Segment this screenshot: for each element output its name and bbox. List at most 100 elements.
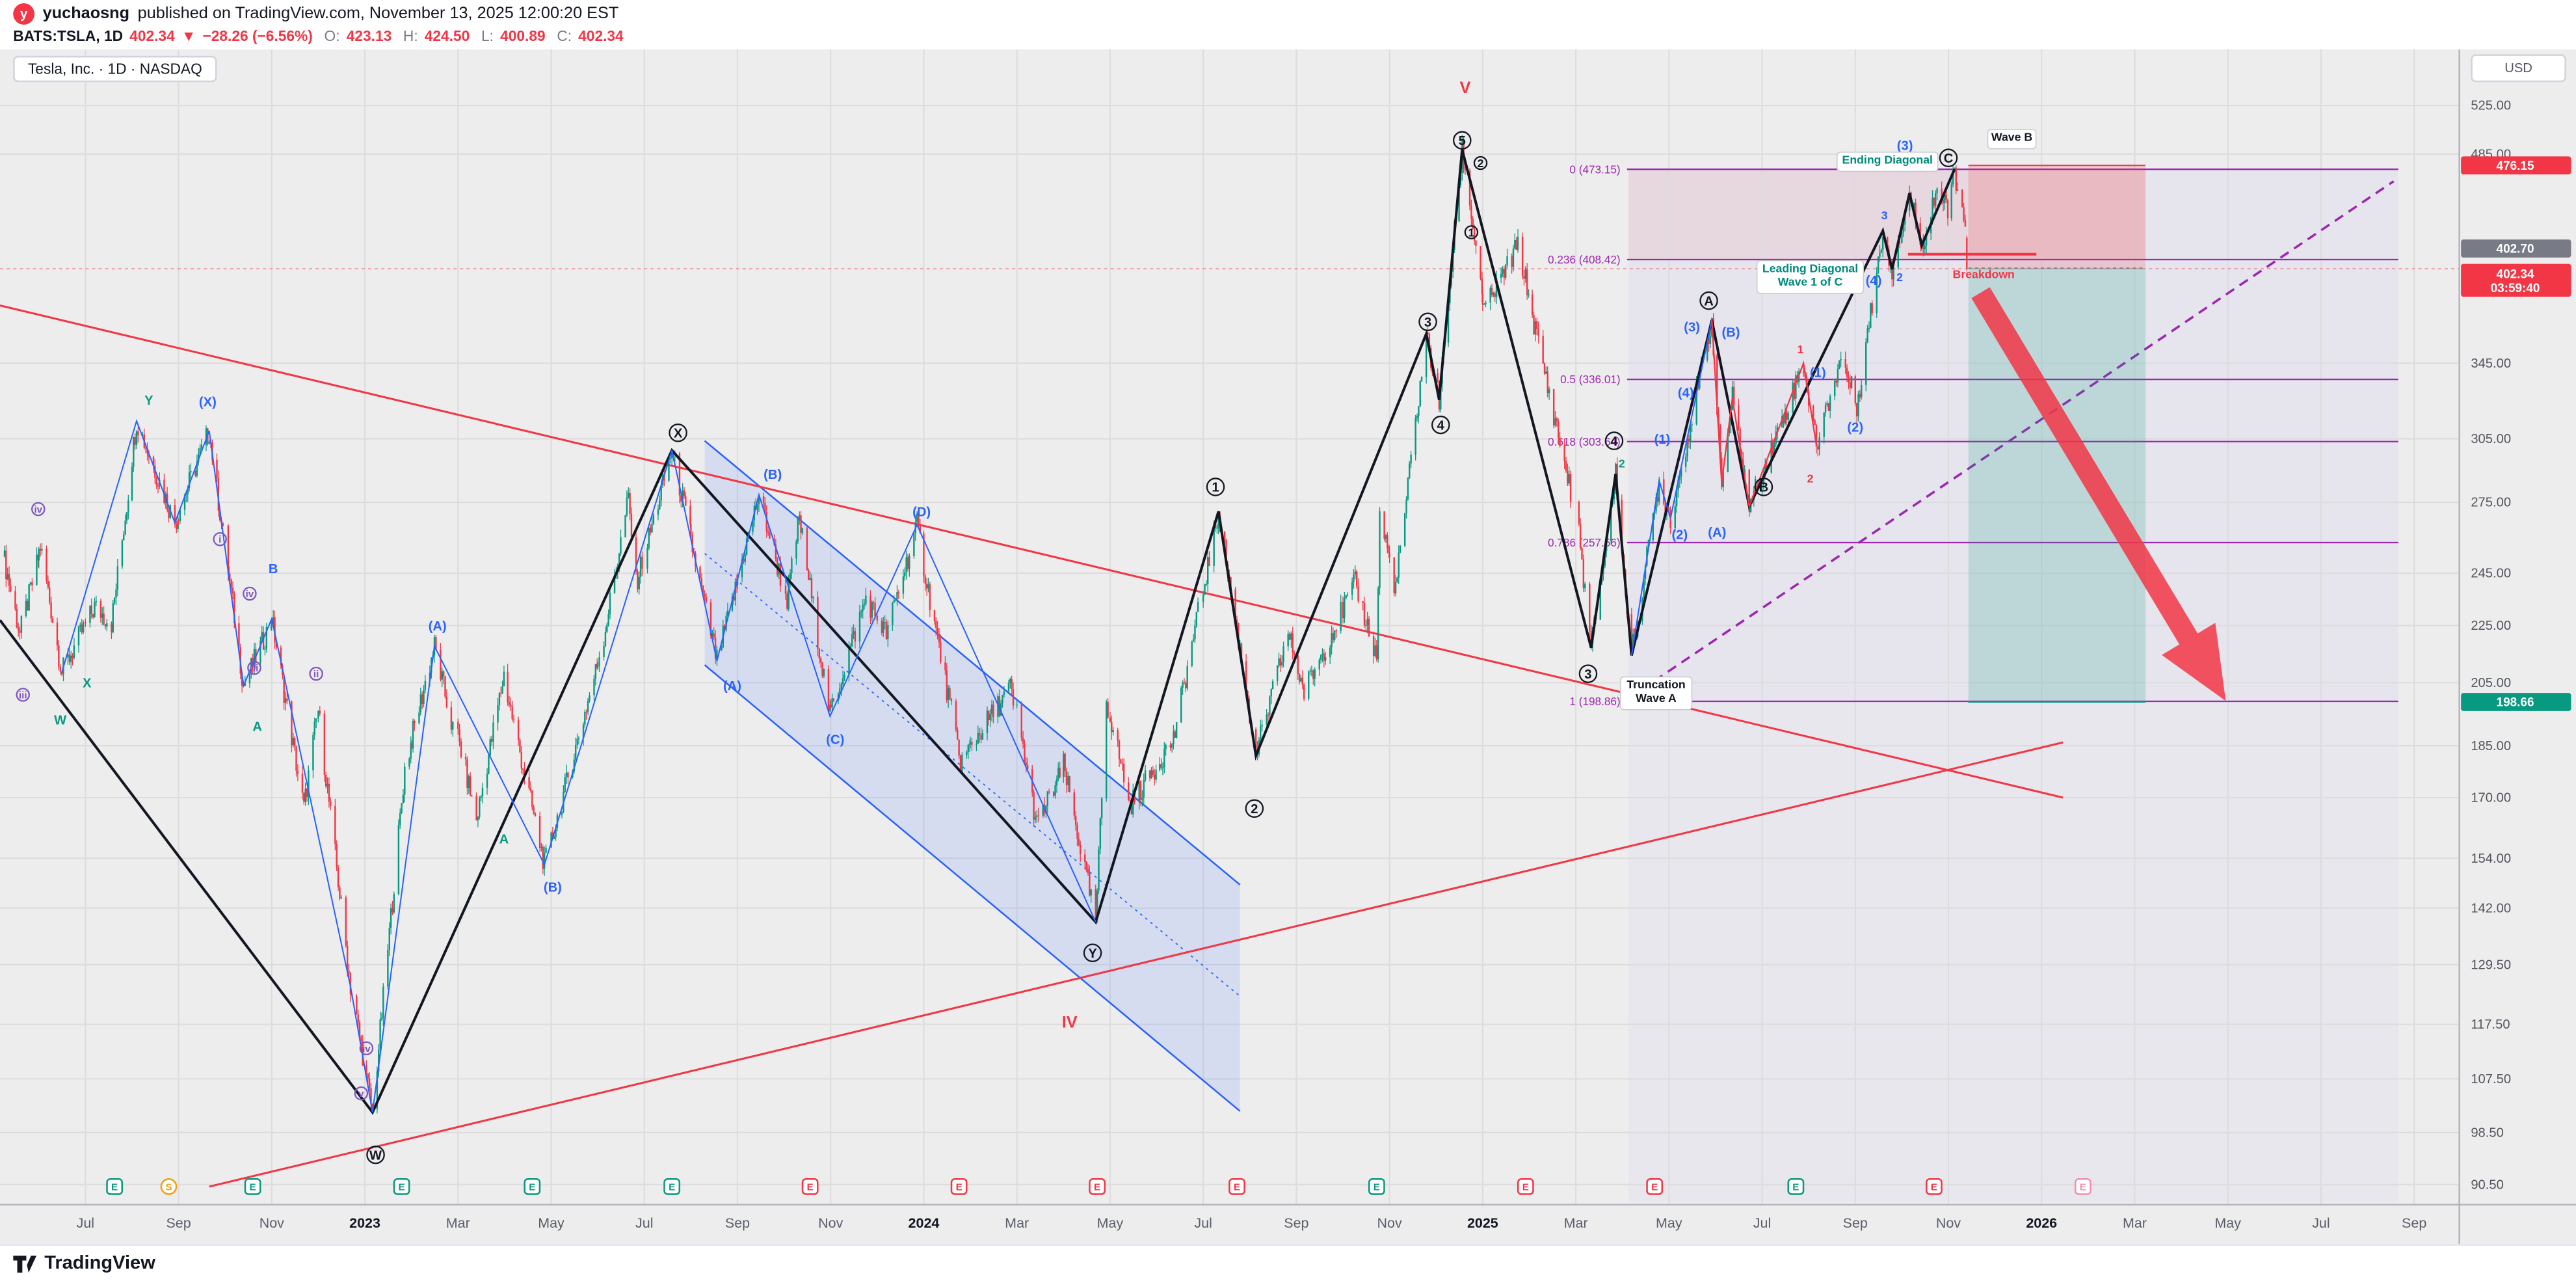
svg-text:1: 1: [1798, 343, 1804, 356]
svg-text:170.00: 170.00: [2471, 791, 2511, 805]
svg-text:Sep: Sep: [725, 1215, 750, 1231]
svg-text:May: May: [538, 1215, 564, 1231]
svg-text:305.00: 305.00: [2471, 432, 2511, 446]
svg-text:Nov: Nov: [259, 1215, 284, 1231]
leading-diagonal-path: [1711, 320, 1818, 509]
svg-text:90.50: 90.50: [2471, 1178, 2504, 1192]
symbol-status-row: BATS:TSLA, 1D 402.34 ▼ −28.26 (−6.56%) O…: [13, 28, 624, 44]
svg-text:Breakdown: Breakdown: [1953, 267, 2015, 280]
wave-labels[interactable]: iii iv W X Y (X) i iv iii A Bii iv v W (A) A (B) X (A) (B) (…: [16, 79, 2015, 1165]
svg-text:1 (198.86): 1 (198.86): [1569, 695, 1620, 708]
svg-text:(4): (4): [1866, 274, 1882, 288]
svg-text:E: E: [529, 1182, 535, 1193]
svg-text:May: May: [1656, 1215, 1682, 1231]
tradingview-logo[interactable]: TradingView: [13, 1253, 155, 1274]
svg-text:Mar: Mar: [1005, 1215, 1029, 1231]
user-avatar[interactable]: y: [13, 3, 35, 25]
price-change: −28.26 (−6.56%): [202, 27, 313, 45]
svg-text:(A): (A): [429, 619, 447, 634]
svg-text:E: E: [1374, 1182, 1380, 1193]
price-axis[interactable]: 525.00485.00345.00305.00275.00245.00225.…: [2458, 49, 2576, 1245]
svg-text:(1): (1): [1654, 433, 1671, 447]
svg-text:2024: 2024: [909, 1215, 940, 1231]
svg-text:0.786 (257.56): 0.786 (257.56): [1548, 536, 1621, 549]
low-label: L:: [481, 27, 494, 45]
svg-text:E: E: [1931, 1182, 1937, 1193]
symbol-legend[interactable]: Tesla, Inc. · 1D · NASDAQ: [13, 55, 217, 83]
svg-text:E: E: [2080, 1182, 2086, 1193]
svg-text:205.00: 205.00: [2471, 676, 2511, 690]
svg-text:(3): (3): [1897, 139, 1913, 154]
svg-text:Wave 1 of C: Wave 1 of C: [1778, 275, 1843, 288]
svg-text:B: B: [1759, 481, 1769, 495]
projection-arrow[interactable]: [1971, 287, 2226, 701]
svg-text:2: 2: [1807, 472, 1814, 485]
svg-text:iv: iv: [246, 589, 254, 600]
svg-text:5: 5: [1459, 134, 1466, 148]
publication-header: y yuchaosng published on TradingView.com…: [0, 0, 2576, 49]
svg-text:Y: Y: [144, 394, 153, 408]
svg-text:2: 2: [1478, 157, 1484, 170]
svg-text:Leading Diagonal: Leading Diagonal: [1762, 262, 1858, 275]
svg-text:E: E: [1651, 1182, 1658, 1193]
svg-text:2: 2: [1896, 271, 1903, 284]
svg-text:0.236 (408.42): 0.236 (408.42): [1548, 253, 1621, 266]
svg-text:129.50: 129.50: [2471, 958, 2511, 972]
svg-text:2023: 2023: [349, 1215, 380, 1231]
svg-text:4: 4: [1437, 418, 1445, 433]
svg-text:W: W: [54, 714, 67, 728]
trendlines[interactable]: [0, 180, 2395, 1188]
time-axis[interactable]: Jul Sep Nov 2023 Mar May Jul Sep Nov 2024 Mar May Ju…: [0, 1204, 2576, 1231]
svg-text:E: E: [1234, 1182, 1240, 1193]
svg-text:v: v: [358, 1088, 364, 1099]
symbol-name[interactable]: BATS:TSLA, 1D: [13, 27, 124, 45]
published-text: published on TradingView.com, November 1…: [137, 5, 619, 23]
svg-text:198.66: 198.66: [2497, 696, 2534, 710]
svg-text:(3): (3): [1684, 321, 1700, 335]
svg-text:(B): (B): [1721, 326, 1740, 340]
svg-text:E: E: [956, 1182, 963, 1193]
svg-text:B: B: [269, 562, 278, 576]
svg-text:2025: 2025: [1467, 1215, 1498, 1231]
wxy-2022: [61, 418, 373, 1112]
publication-byline: y yuchaosng published on TradingView.com…: [13, 3, 618, 25]
open-label: O:: [324, 27, 340, 45]
high-label: H:: [403, 27, 418, 45]
username[interactable]: yuchaosng: [42, 5, 130, 23]
svg-text:402.34: 402.34: [2497, 267, 2534, 281]
svg-text:0.5 (336.01): 0.5 (336.01): [1560, 373, 1621, 386]
svg-text:2: 2: [1251, 802, 1258, 816]
svg-text:May: May: [2214, 1215, 2241, 1231]
svg-text:ii: ii: [313, 669, 319, 680]
svg-text:107.50: 107.50: [2471, 1072, 2511, 1086]
svg-text:(B): (B): [764, 468, 782, 482]
currency-button[interactable]: USD: [2471, 54, 2566, 83]
svg-text:Sep: Sep: [1284, 1215, 1308, 1231]
shaded-regions: [1628, 169, 2398, 1202]
svg-text:(4): (4): [1678, 386, 1694, 400]
svg-text:Mar: Mar: [446, 1215, 470, 1231]
svg-text:0.618 (303.64): 0.618 (303.64): [1548, 435, 1621, 448]
svg-text:E: E: [250, 1182, 256, 1193]
descending-channel[interactable]: [704, 440, 1241, 1112]
price-chart-canvas[interactable]: 0 (473.15) 0.236 (408.42) 0.5 (336.01) 0.61…: [0, 49, 2576, 1245]
svg-text:(A): (A): [1708, 526, 1726, 540]
svg-text:Jul: Jul: [1194, 1215, 1212, 1231]
legend-text: Tesla, Inc. · 1D · NASDAQ: [27, 61, 202, 77]
close-label: C:: [557, 27, 572, 45]
svg-text:V: V: [1460, 79, 1471, 97]
wave-lines[interactable]: [0, 149, 1956, 1115]
svg-text:C: C: [1944, 152, 1954, 166]
svg-text:154.00: 154.00: [2471, 852, 2511, 866]
svg-text:(B): (B): [544, 880, 562, 895]
tradingview-logo-icon: [13, 1256, 37, 1273]
svg-text:1: 1: [1468, 226, 1474, 239]
svg-text:E: E: [1792, 1182, 1799, 1193]
svg-text:142.00: 142.00: [2471, 901, 2511, 915]
svg-text:E: E: [1522, 1182, 1529, 1193]
svg-text:4: 4: [1610, 435, 1618, 449]
svg-text:225.00: 225.00: [2471, 619, 2511, 633]
